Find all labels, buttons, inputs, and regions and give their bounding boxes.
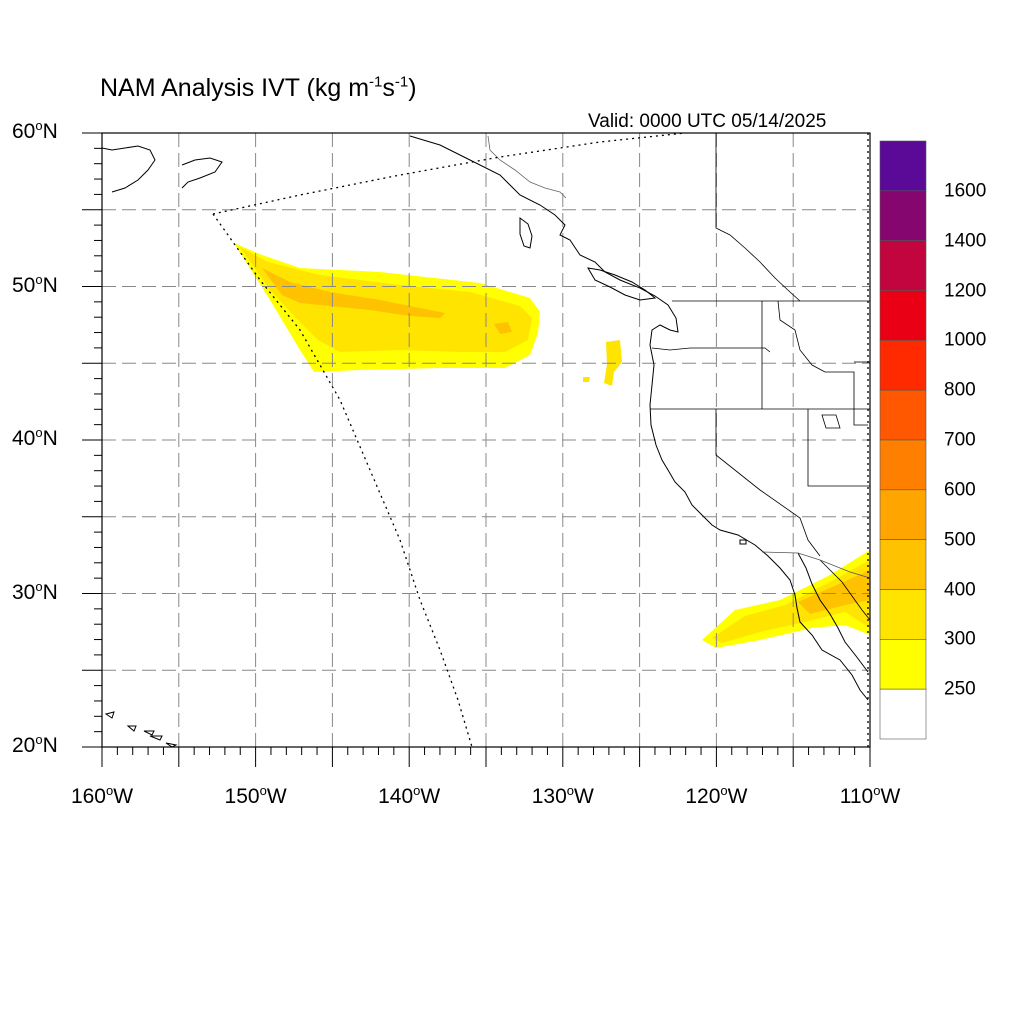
axis-ticks (82, 132, 871, 767)
colorbar-label: 400 (944, 579, 976, 600)
ivt-shade-300 (240, 247, 532, 352)
border-wa-or (651, 347, 771, 353)
lon-label: 120oW (685, 783, 748, 808)
ivt-shading (234, 243, 870, 648)
map-frame (101, 132, 871, 748)
colorbar-box-3 (879, 290, 927, 341)
ivt-shade-400 (262, 268, 445, 318)
colorbar-box-11 (879, 688, 927, 740)
colorbar-box-10 (879, 639, 927, 690)
colorbar-label: 250 (944, 678, 976, 700)
colorbar-box-7 (879, 489, 927, 540)
colorbar-label: 700 (944, 429, 976, 451)
colorbar-label: 1200 (944, 280, 987, 301)
colorbar-label: 600 (944, 479, 976, 501)
colorbar-label: 800 (944, 379, 976, 401)
border-alaska (487, 135, 567, 199)
colorbar-box-4 (879, 340, 927, 391)
border-ca-nv (715, 409, 821, 557)
lat-label: 30oN (12, 578, 58, 604)
colorbar-label: 1600 (944, 180, 987, 202)
vancouver-island (587, 267, 657, 301)
coastline-west (409, 135, 869, 701)
lat-label: 40oN (12, 425, 58, 450)
ivt-shade-baja-400 (798, 570, 870, 614)
lon-label: 140oW (378, 783, 441, 808)
colorbar-label: 1000 (944, 329, 987, 351)
border-nv-ut-az (807, 409, 870, 487)
lat-lon-grid (102, 133, 870, 747)
lon-label: 130oW (531, 783, 594, 808)
valid-time: Valid: 0000 UTC 05/14/2025 (588, 111, 827, 132)
hawaii-islands (126, 725, 178, 748)
colorbar (879, 140, 927, 740)
channel-island (739, 539, 747, 545)
coastline-gulf (797, 552, 869, 673)
ivt-shade-400b (494, 322, 512, 334)
colorbar-box-0 (879, 140, 927, 192)
coastline-mexico (819, 559, 871, 621)
kenai-coast (181, 157, 223, 189)
colorbar-label: 300 (944, 628, 976, 650)
colorbar-box-9 (879, 589, 927, 640)
lon-label: 150oW (224, 783, 287, 808)
lon-label: 110oW (839, 783, 901, 808)
haida-gwaii (519, 217, 533, 249)
lon-label: 160oW (70, 783, 134, 808)
colorbar-box-8 (879, 539, 927, 590)
domain-top-edge (212, 132, 686, 215)
colorbar-box-6 (879, 439, 927, 491)
lat-label: 20oN (12, 732, 58, 757)
ivt-shade-baja-300 (712, 560, 870, 643)
coastline-alaska (101, 145, 156, 193)
colorbar-label: 1400 (944, 230, 987, 252)
lat-label: 50oN (12, 271, 58, 297)
hawaii-kauai (104, 711, 115, 719)
colorbar-box-2 (879, 240, 927, 291)
border-us-mexico (761, 551, 871, 579)
ivt-speck (583, 377, 590, 382)
great-salt-lake (821, 414, 841, 429)
colorbar-box-5 (879, 389, 927, 441)
colorbar-box-1 (879, 190, 927, 241)
border-id-mt (777, 300, 868, 426)
colorbar-label: 500 (944, 529, 976, 551)
lat-label: 60oN (12, 118, 58, 143)
coastlines (101, 133, 871, 748)
border-bc-ab (715, 133, 801, 302)
domain-boundary (212, 132, 869, 748)
map-title: NAM Analysis IVT (kg m-1s-1) (100, 73, 417, 102)
